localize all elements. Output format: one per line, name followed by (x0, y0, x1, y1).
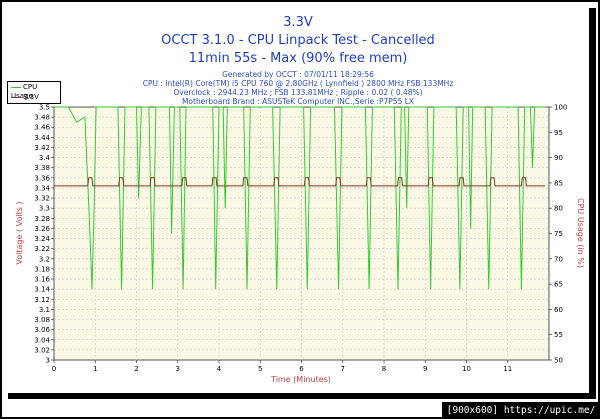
y-left-tick-label: 3.42 (34, 144, 50, 152)
y-left-tick-label: 3.36 (34, 174, 50, 182)
y-axis-right-ticks: 50 55 60 65 70 75 80 85 90 95 100 (549, 104, 567, 365)
x-tick-label: 2 (134, 365, 138, 373)
y-left-tick-label: 3.18 (34, 265, 50, 273)
y-left-tick-label: 3.46 (34, 124, 50, 132)
info-cpu: CPU : Intel(R) Core(TM) i5 CPU 760 @ 2.8… (142, 79, 454, 88)
y-left-tick-label: 3.02 (34, 346, 50, 354)
y-right-tick-label: 100 (554, 104, 567, 112)
info-motherboard: Motherboard Brand : ASUSTeK Computer INC… (181, 97, 415, 106)
x-tick-label: 6 (299, 365, 304, 373)
y-left-tick-label: 3.28 (34, 215, 50, 223)
y-right-tick-label: 55 (554, 331, 563, 339)
x-tick-label: 10 (462, 365, 471, 373)
frame-shadow-right (589, 8, 596, 398)
y-right-tick-label: 80 (554, 205, 563, 213)
legend-swatch-cpu (11, 86, 21, 88)
y-left-tick-label: 3.44 (34, 134, 50, 142)
chart-legend: CPU Usage 3.3V (7, 81, 61, 104)
y-left-tick-label: 3.22 (34, 245, 50, 253)
y-left-tick-label: 3.2 (39, 255, 50, 263)
x-tick-label: 0 (52, 365, 56, 373)
y-right-tick-label: 90 (554, 154, 563, 162)
legend-label-cpu: CPU Usage (11, 83, 38, 100)
y-left-tick-label: 3.04 (34, 336, 50, 344)
grid-lines (54, 107, 549, 360)
y-left-tick-label: 3.08 (34, 316, 50, 324)
y-left-tick-label: 3.24 (34, 235, 50, 243)
x-tick-label: 7 (341, 365, 345, 373)
y-axis-left-ticks: 3 3.02 3.04 3.06 3.08 3.1 3.12 3.14 3.16 3.18 3.2 3… (34, 104, 54, 365)
y-right-tick-label: 60 (554, 306, 563, 314)
legend-label-voltage: 3.3V (23, 93, 39, 101)
y-left-tick-label: 3.16 (34, 276, 50, 284)
y-left-tick-label: 3.12 (34, 296, 50, 304)
y-right-tick-label: 85 (554, 179, 563, 187)
y-left-tick-label: 3.38 (34, 164, 50, 172)
y-left-tick-label: 3.48 (34, 114, 50, 122)
x-tick-label: 3 (176, 365, 180, 373)
y-left-tick-label: 3.5 (39, 104, 50, 112)
y-left-tick-label: 3.14 (34, 286, 50, 294)
x-tick-label: 8 (382, 365, 386, 373)
chart-title: 3.3V (283, 15, 313, 30)
y-left-tick-label: 3.26 (34, 225, 50, 233)
y-right-tick-label: 95 (554, 129, 563, 137)
chart-duration: 11min 55s - Max (90% free mem) (188, 51, 408, 66)
x-axis-label: Time (Minutes) (270, 375, 331, 384)
chart-subtitle: OCCT 3.1.0 - CPU Linpack Test - Cancelle… (161, 33, 435, 48)
x-tick-label: 4 (217, 365, 222, 373)
x-tick-label: 11 (503, 365, 512, 373)
y-axis-left-label: Voltage ( Volts ) (15, 201, 24, 264)
x-tick-label: 5 (258, 365, 262, 373)
y-right-tick-label: 65 (554, 281, 563, 289)
legend-item-cpu: CPU Usage (11, 83, 60, 100)
y-right-tick-label: 75 (554, 230, 563, 238)
series-line-3v3 (54, 177, 545, 187)
footer-watermark: [900x600] https://upic.me/ (442, 402, 600, 419)
y-right-tick-label: 70 (554, 255, 563, 263)
x-tick-label: 9 (423, 365, 427, 373)
info-overclock: Overclock : 2944.23 MHz ; FSB 133.81MHz … (173, 88, 423, 97)
y-left-tick-label: 3.34 (34, 184, 50, 192)
legend-item-voltage: 3.3V (11, 93, 39, 102)
x-tick-label: 1 (93, 365, 97, 373)
x-axis-ticks: 0 1 2 3 4 5 6 7 8 9 10 11 (52, 360, 512, 373)
frame-shadow-bottom (8, 393, 596, 399)
y-left-tick-label: 3.1 (39, 306, 50, 314)
y-left-tick-label: 3.32 (34, 195, 50, 203)
y-axis-right-label: CPU Usage (in %) (576, 198, 585, 268)
info-generated: Generated by OCCT : 07/01/11 18:29:56 (222, 70, 374, 79)
y-right-tick-label: 50 (554, 357, 563, 365)
legend-swatch-voltage (11, 96, 21, 98)
y-left-tick-label: 3 (46, 357, 50, 365)
y-left-tick-label: 3.3 (39, 205, 50, 213)
y-left-tick-label: 3.4 (39, 154, 51, 162)
series-group (54, 106, 545, 290)
y-left-tick-label: 3.06 (34, 326, 50, 334)
series-line-cpu-usage (54, 106, 545, 290)
